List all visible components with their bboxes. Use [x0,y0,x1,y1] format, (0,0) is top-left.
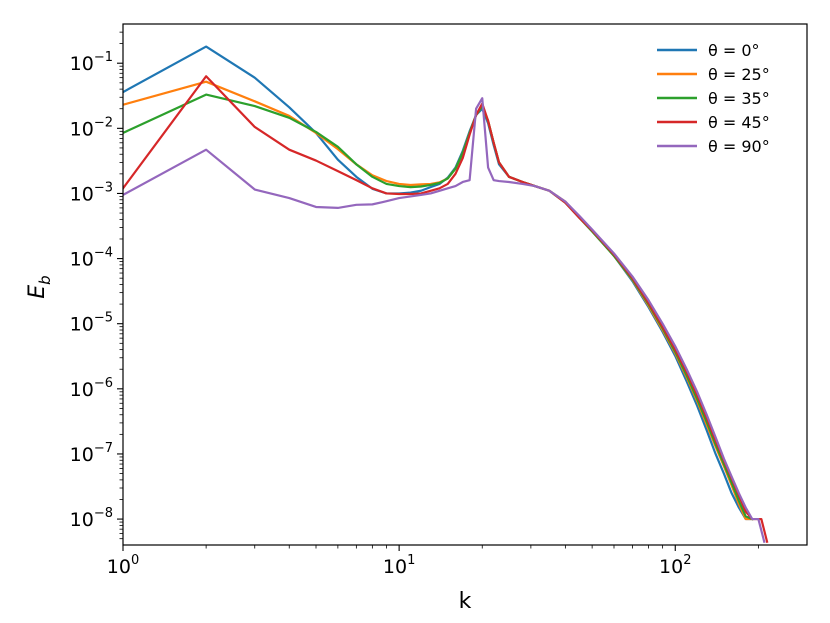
legend: θ = 0° θ = 25° θ = 35° θ = 45° θ = 90° [657,41,770,156]
legend-label-2: θ = 35° [708,89,770,108]
legend-label-3: θ = 45° [708,113,770,132]
x-tick-base: 10 [107,556,131,578]
legend-label-4: θ = 90° [708,137,770,156]
x-tick-base: 10 [659,556,683,578]
y-tick-exp: −8 [94,506,113,521]
y-tick-exp: −2 [94,115,113,130]
y-tick-exp: −3 [94,180,113,195]
series-line-3 [123,75,769,544]
y-tick-base: 10 [70,249,94,271]
y-tick-exp: −4 [94,246,113,261]
y-tick-label: 10−7 [70,441,113,466]
y-axis: 10−110−210−310−410−510−610−710−8 [70,31,123,540]
y-tick-base: 10 [70,509,94,531]
x-tick-exp: 1 [407,553,415,568]
x-tick-base: 10 [383,556,407,578]
y-tick-exp: −1 [94,50,113,65]
y-tick-label: 10−2 [70,115,113,140]
x-tick-exp: 2 [683,553,691,568]
x-tick-label: 102 [659,553,691,578]
y-axis-label-sub: b [36,275,54,285]
x-axis: 100 101 102 [107,545,759,578]
y-tick-label: 10−3 [70,180,113,205]
y-tick-base: 10 [70,314,94,336]
y-tick-base: 10 [70,183,94,205]
x-tick-label: 101 [383,553,415,578]
y-tick-base: 10 [70,53,94,75]
x-tick-label: 100 [107,553,139,578]
y-tick-label: 10−6 [70,376,113,401]
series-line-4 [123,97,766,544]
y-tick-label: 10−5 [70,311,113,336]
y-tick-exp: −7 [94,441,113,456]
x-tick-exp: 0 [131,553,139,568]
y-tick-exp: −6 [94,376,113,391]
y-tick-base: 10 [70,444,94,466]
y-axis-label: Eb [25,275,54,298]
series-layer [123,45,769,544]
y-axis-label-base: E [25,285,50,299]
y-tick-label: 10−4 [70,246,113,271]
legend-label-0: θ = 0° [708,41,760,60]
y-tick-label: 10−8 [70,506,113,531]
y-tick-base: 10 [70,379,94,401]
y-tick-base: 10 [70,118,94,140]
y-tick-exp: −5 [94,311,113,326]
legend-label-1: θ = 25° [708,65,770,84]
x-axis-label: k [459,589,472,614]
y-tick-label: 10−1 [70,50,113,75]
